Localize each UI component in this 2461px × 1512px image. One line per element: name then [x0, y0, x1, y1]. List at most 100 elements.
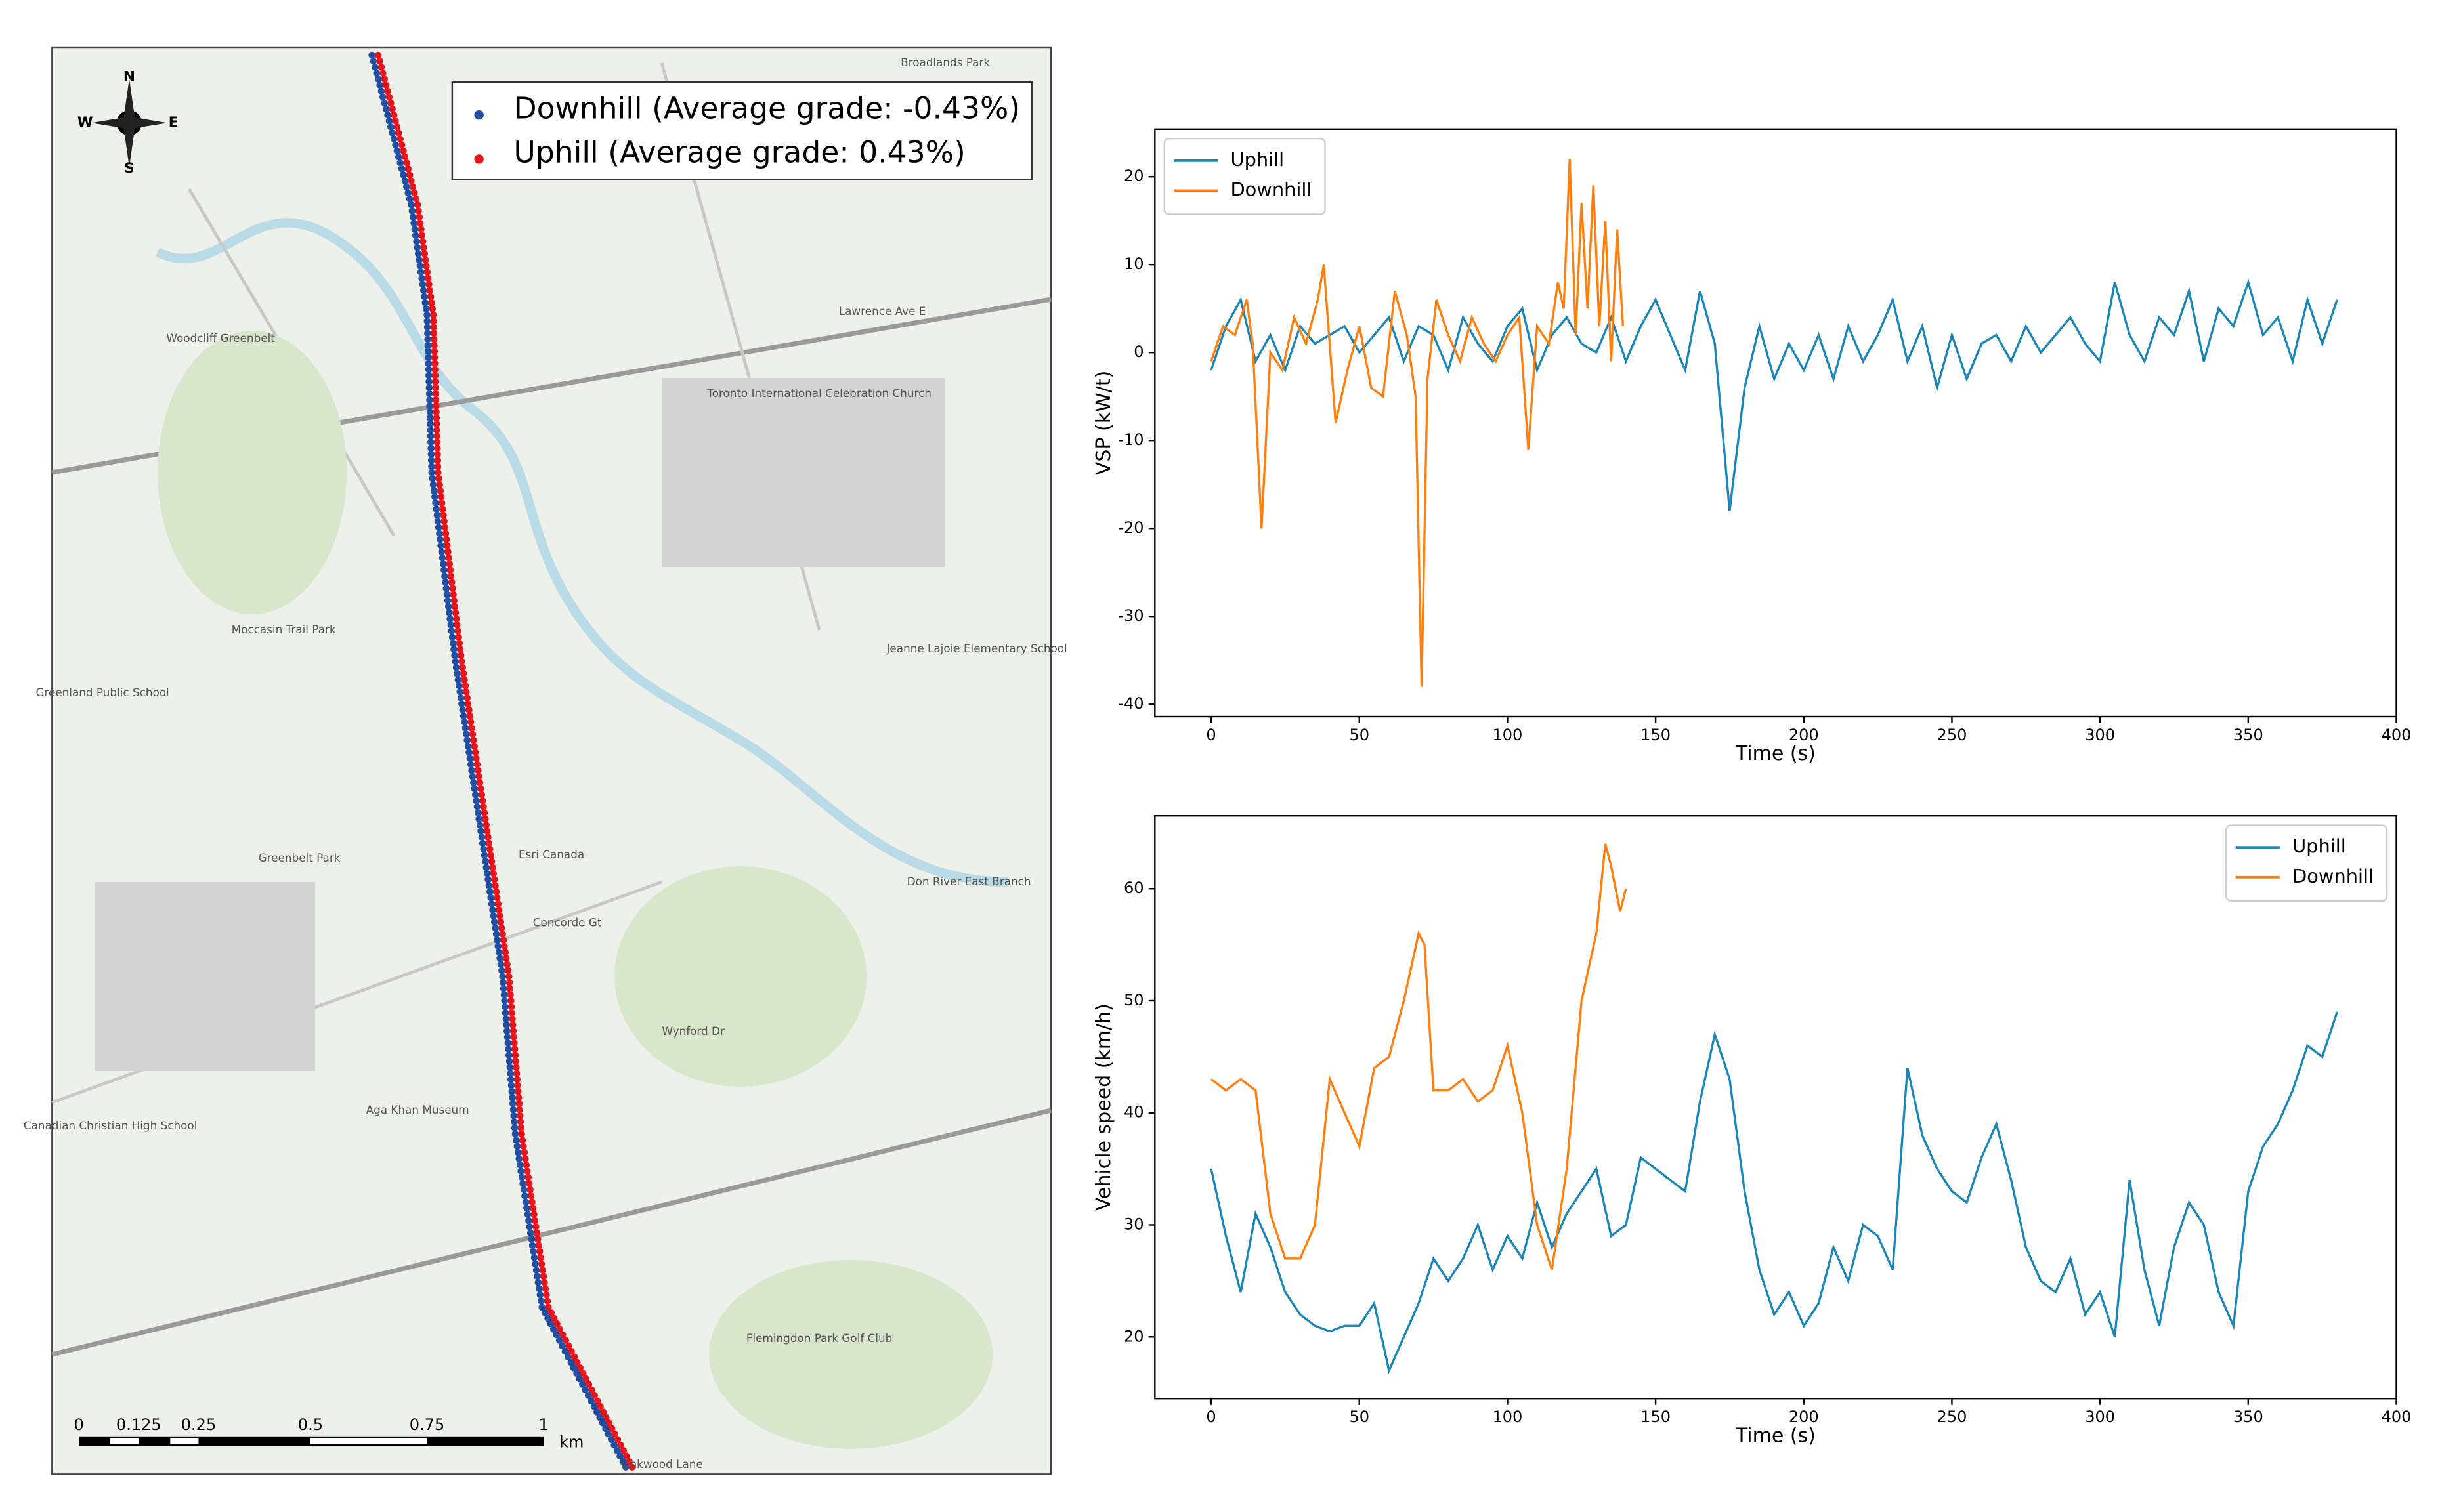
compass — [91, 79, 167, 167]
route-point — [579, 1381, 586, 1388]
route-point — [417, 268, 425, 276]
route-point — [486, 888, 494, 896]
route-point — [492, 888, 500, 896]
route-point — [432, 402, 440, 410]
route-point — [384, 87, 391, 94]
route-point — [544, 1297, 551, 1305]
route-point — [513, 1076, 521, 1083]
park — [158, 331, 347, 614]
route-point — [436, 481, 443, 488]
route-point — [487, 852, 494, 859]
route-point — [499, 931, 506, 938]
route-point — [537, 1254, 544, 1261]
route-point — [489, 906, 496, 914]
route-point — [425, 372, 433, 379]
route-point — [452, 658, 459, 665]
legend-label: Uphill (Average grade: 0.43%) — [514, 135, 966, 170]
x-tick-label: 400 — [2382, 726, 2412, 744]
route-point — [526, 1186, 534, 1194]
scale-label: km — [559, 1433, 584, 1451]
x-tick-label: 0 — [1206, 1408, 1216, 1426]
route-point — [433, 420, 440, 428]
route-point — [490, 918, 498, 926]
route-point — [492, 931, 500, 938]
route-point — [460, 712, 467, 720]
route-point — [414, 201, 421, 209]
route-point — [567, 1358, 574, 1366]
route-point — [505, 973, 513, 980]
route-point — [381, 75, 388, 83]
route-point — [479, 839, 486, 847]
route-point — [496, 955, 503, 962]
route-point — [443, 591, 451, 598]
route-point — [492, 924, 499, 932]
map-legend — [451, 81, 1033, 180]
route-point — [440, 566, 448, 574]
route-point — [441, 524, 449, 531]
route-point — [411, 189, 418, 197]
route-point — [385, 117, 393, 125]
route-point — [474, 766, 482, 774]
route-point — [424, 348, 432, 355]
route-point — [427, 293, 435, 301]
route-point — [387, 99, 395, 107]
route-point — [444, 548, 452, 556]
route-point — [505, 1051, 513, 1059]
route-point — [437, 493, 445, 501]
y-tick-label: 50 — [1124, 991, 1144, 1009]
place-label: Woodcliff Greenbelt — [166, 331, 275, 345]
place-label: Concorde Gt — [533, 915, 602, 929]
x-axis-label: Time (s) — [1735, 1424, 1816, 1447]
route-point — [526, 1229, 534, 1237]
route-point — [444, 603, 452, 610]
route-point — [484, 876, 492, 883]
y-tick-label: 60 — [1124, 879, 1144, 897]
map — [51, 46, 1052, 1475]
route-point — [517, 1124, 525, 1132]
route-point — [434, 518, 442, 525]
route-point — [544, 1314, 551, 1322]
route-point — [499, 973, 506, 980]
route-point — [500, 985, 507, 992]
route-point — [608, 1425, 616, 1433]
map-frame — [51, 46, 1052, 1475]
route-point — [619, 1458, 627, 1465]
place-label: Jeanne Lajoie Elementary School — [886, 642, 1067, 655]
route-point — [470, 779, 477, 786]
route-point — [498, 967, 505, 975]
route-point — [519, 1180, 526, 1187]
route-point — [515, 1100, 523, 1108]
route-point — [468, 724, 475, 732]
route-point — [419, 281, 427, 288]
compass-label: E — [169, 114, 179, 131]
y-tick-label: -40 — [1118, 694, 1144, 713]
route-point — [429, 311, 437, 319]
route-point — [483, 870, 491, 877]
route-point — [425, 354, 432, 361]
route-point — [479, 797, 486, 805]
route-point — [421, 256, 429, 264]
scale-bar — [170, 1438, 199, 1444]
route-point — [436, 530, 443, 537]
route-point — [470, 736, 477, 744]
river — [155, 218, 1009, 887]
route-point — [482, 815, 489, 823]
route-point — [503, 961, 511, 968]
route-point — [435, 475, 442, 482]
route-point — [409, 213, 417, 220]
route-point — [426, 414, 434, 422]
route-point — [521, 1192, 528, 1200]
route-point — [527, 1192, 535, 1200]
x-axis-label: Time (s) — [1735, 742, 1816, 765]
route-point — [495, 906, 503, 914]
route-point — [449, 585, 456, 592]
route-point — [452, 615, 460, 623]
route-point — [524, 1211, 532, 1218]
x-tick-label: 250 — [1937, 726, 1967, 744]
route-point — [400, 171, 407, 178]
route-point — [534, 1272, 541, 1280]
route-point — [393, 147, 401, 155]
series-line — [1210, 1011, 2338, 1374]
